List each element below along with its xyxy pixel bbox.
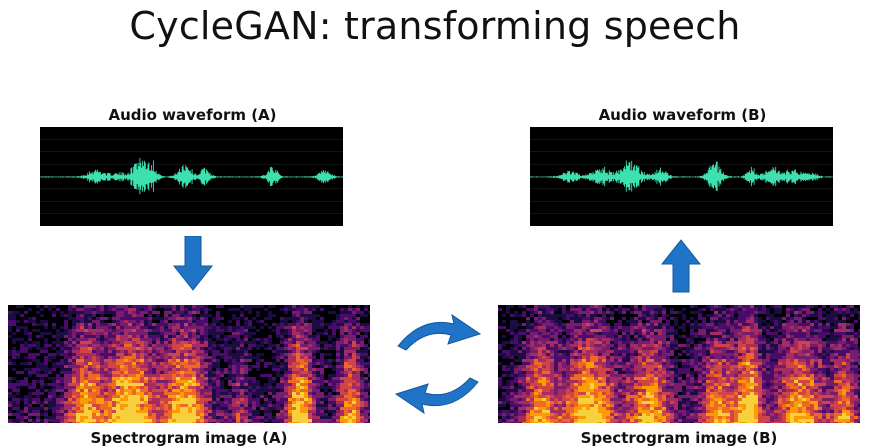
spectrogram-a-panel	[8, 305, 370, 423]
waveform-b-panel	[530, 127, 833, 226]
spectrogram-a-label: Spectrogram image (A)	[90, 429, 288, 447]
cycle-arrow-bottom-icon	[394, 377, 479, 415]
waveform-b-plot	[530, 139, 833, 214]
waveform-b-label: Audio waveform (B)	[598, 106, 767, 124]
arrow-up-icon	[660, 239, 702, 293]
spectrogram-b-panel	[498, 305, 860, 423]
spectrogram-b-plot	[498, 305, 860, 423]
arrow-down-icon	[172, 236, 214, 291]
waveform-a-plot	[40, 139, 343, 214]
waveform-a-label: Audio waveform (A)	[108, 106, 277, 124]
cycle-arrow-top-icon	[397, 313, 482, 351]
waveform-a-panel	[40, 127, 343, 226]
spectrogram-a-plot	[8, 305, 370, 423]
slide-title: CycleGAN: transforming speech	[129, 4, 741, 48]
spectrogram-b-label: Spectrogram image (B)	[580, 429, 778, 447]
